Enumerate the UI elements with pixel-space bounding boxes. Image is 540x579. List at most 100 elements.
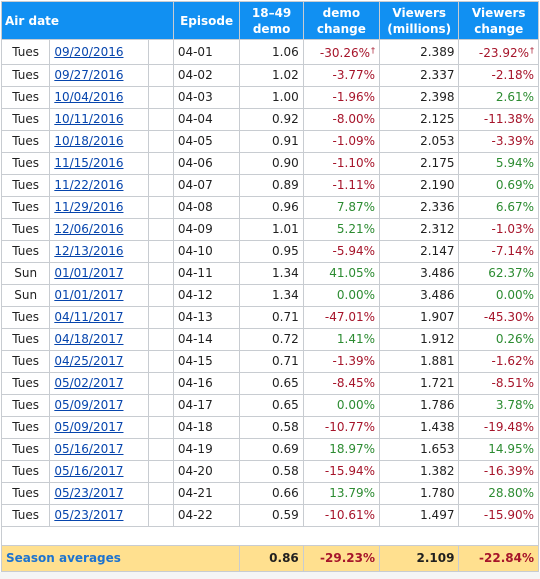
air-date-link[interactable]: 05/09/2017: [54, 420, 124, 434]
demo-change-value: 0.00%: [336, 288, 375, 302]
gap-cell: [148, 438, 174, 461]
table-row: Sun 01/01/2017 04-11 1.34 41.05% 3.486 62.37%: [0, 262, 539, 285]
viewers-change-cell: 62.37%: [458, 262, 539, 285]
table-row: Tues 10/11/2016 04-04 0.92 -8.00% 2.125 -11.38…: [0, 108, 539, 131]
day-cell: Sun: [0, 284, 51, 307]
viewers-change-cell: 28.80%: [458, 482, 539, 505]
gap-cell: [148, 350, 174, 373]
demo-change-value: -1.39%: [332, 354, 375, 368]
demo-change-cell: -30.26%†: [302, 39, 381, 65]
avg-viewers: 2.109: [378, 545, 460, 572]
episode-cell: 04-22: [172, 504, 241, 527]
date-cell: 11/15/2016: [49, 152, 150, 175]
day-cell: Tues: [0, 504, 51, 527]
date-cell: 10/11/2016: [49, 108, 150, 131]
viewers-change-value: -8.51%: [491, 376, 534, 390]
gap-cell: [148, 328, 174, 351]
demo-change-value: -30.26%: [319, 46, 370, 60]
demo-change-cell: -3.77%: [302, 64, 381, 87]
air-date-link[interactable]: 09/27/2016: [54, 68, 124, 82]
air-date-link[interactable]: 05/16/2017: [54, 442, 124, 456]
air-date-link[interactable]: 11/29/2016: [54, 200, 124, 214]
header-air-date[interactable]: Air date: [1, 1, 174, 40]
day-cell: Tues: [0, 108, 51, 131]
gap-cell: [148, 394, 174, 417]
day-cell: Tues: [0, 394, 51, 417]
gap-cell: [148, 86, 174, 109]
header-demo-change[interactable]: demo change: [302, 1, 381, 40]
demo-change-value: -1.10%: [332, 156, 375, 170]
air-date-link[interactable]: 05/23/2017: [54, 508, 124, 522]
air-date-link[interactable]: 05/23/2017: [54, 486, 124, 500]
demo-change-value: 7.87%: [336, 200, 375, 214]
air-date-link[interactable]: 04/18/2017: [54, 332, 124, 346]
viewers-change-value: 14.95%: [488, 442, 534, 456]
viewers-change-value: 62.37%: [488, 266, 534, 280]
date-cell: 10/18/2016: [49, 130, 150, 153]
air-date-link[interactable]: 10/11/2016: [54, 112, 124, 126]
demo-change-value: -8.00%: [332, 112, 375, 126]
gap-cell: [148, 39, 174, 65]
air-date-link[interactable]: 12/13/2016: [54, 244, 124, 258]
demo-cell: 0.91: [239, 130, 304, 153]
air-date-link[interactable]: 01/01/2017: [54, 266, 124, 280]
demo-cell: 0.69: [239, 438, 304, 461]
day-cell: Tues: [0, 416, 51, 439]
air-date-link[interactable]: 04/25/2017: [54, 354, 124, 368]
gap-cell: [148, 460, 174, 483]
demo-change-cell: -8.45%: [302, 372, 381, 395]
viewers-change-value: -23.92%: [478, 46, 529, 60]
day-cell: Tues: [0, 64, 51, 87]
gap-cell: [148, 416, 174, 439]
viewers-change-value: -2.18%: [491, 68, 534, 82]
demo-change-value: -47.01%: [324, 310, 375, 324]
date-cell: 09/20/2016: [49, 39, 150, 65]
air-date-link[interactable]: 01/01/2017: [54, 288, 124, 302]
date-cell: 05/16/2017: [49, 438, 150, 461]
air-date-link[interactable]: 12/06/2016: [54, 222, 124, 236]
viewers-change-value: 0.00%: [495, 288, 534, 302]
demo-change-cell: -15.94%: [302, 460, 381, 483]
episode-cell: 04-05: [172, 130, 241, 153]
viewers-change-cell: 6.67%: [458, 196, 539, 219]
header-viewers-change[interactable]: Viewers change: [458, 1, 539, 40]
dagger-mark: †: [530, 46, 534, 55]
viewers-change-cell: -19.48%: [458, 416, 539, 439]
viewers-change-cell: 2.61%: [458, 86, 539, 109]
air-date-link[interactable]: 05/09/2017: [54, 398, 124, 412]
viewers-change-cell: -16.39%: [458, 460, 539, 483]
gap-cell: [148, 64, 174, 87]
demo-change-cell: 7.87%: [302, 196, 381, 219]
viewers-change-cell: 0.00%: [458, 284, 539, 307]
demo-change-value: 18.97%: [329, 442, 375, 456]
day-cell: Tues: [0, 196, 51, 219]
viewers-cell: 2.389: [378, 39, 460, 65]
day-cell: Tues: [0, 350, 51, 373]
date-cell: 09/27/2016: [49, 64, 150, 87]
air-date-link[interactable]: 09/20/2016: [54, 44, 124, 59]
air-date-link[interactable]: 04/11/2017: [54, 310, 124, 324]
air-date-link[interactable]: 05/02/2017: [54, 376, 124, 390]
viewers-cell: 1.786: [378, 394, 460, 417]
header-demo[interactable]: 18–49 demo: [239, 1, 304, 40]
air-date-link[interactable]: 10/18/2016: [54, 134, 124, 148]
table-row: Tues 10/18/2016 04-05 0.91 -1.09% 2.053 -3.39%: [0, 130, 539, 153]
demo-change-cell: -1.09%: [302, 130, 381, 153]
air-date-link[interactable]: 11/15/2016: [54, 156, 124, 170]
header-viewers[interactable]: Viewers (millions): [378, 1, 460, 40]
air-date-link[interactable]: 10/04/2016: [54, 90, 124, 104]
episode-cell: 04-13: [172, 306, 241, 329]
air-date-link[interactable]: 05/16/2017: [54, 464, 124, 478]
demo-change-cell: -1.11%: [302, 174, 381, 197]
date-cell: 05/23/2017: [49, 482, 150, 505]
air-date-link[interactable]: 11/22/2016: [54, 178, 124, 192]
table-row: Tues 05/16/2017 04-20 0.58 -15.94% 1.382 -16.3…: [0, 460, 539, 483]
episode-cell: 04-07: [172, 174, 241, 197]
header-episode[interactable]: Episode: [172, 1, 241, 40]
gap-cell: [148, 108, 174, 131]
table-row: Tues 05/02/2017 04-16 0.65 -8.45% 1.721 -8.51%: [0, 372, 539, 395]
gap-cell: [148, 482, 174, 505]
demo-cell: 0.96: [239, 196, 304, 219]
day-cell: Tues: [0, 438, 51, 461]
date-cell: 12/13/2016: [49, 240, 150, 263]
